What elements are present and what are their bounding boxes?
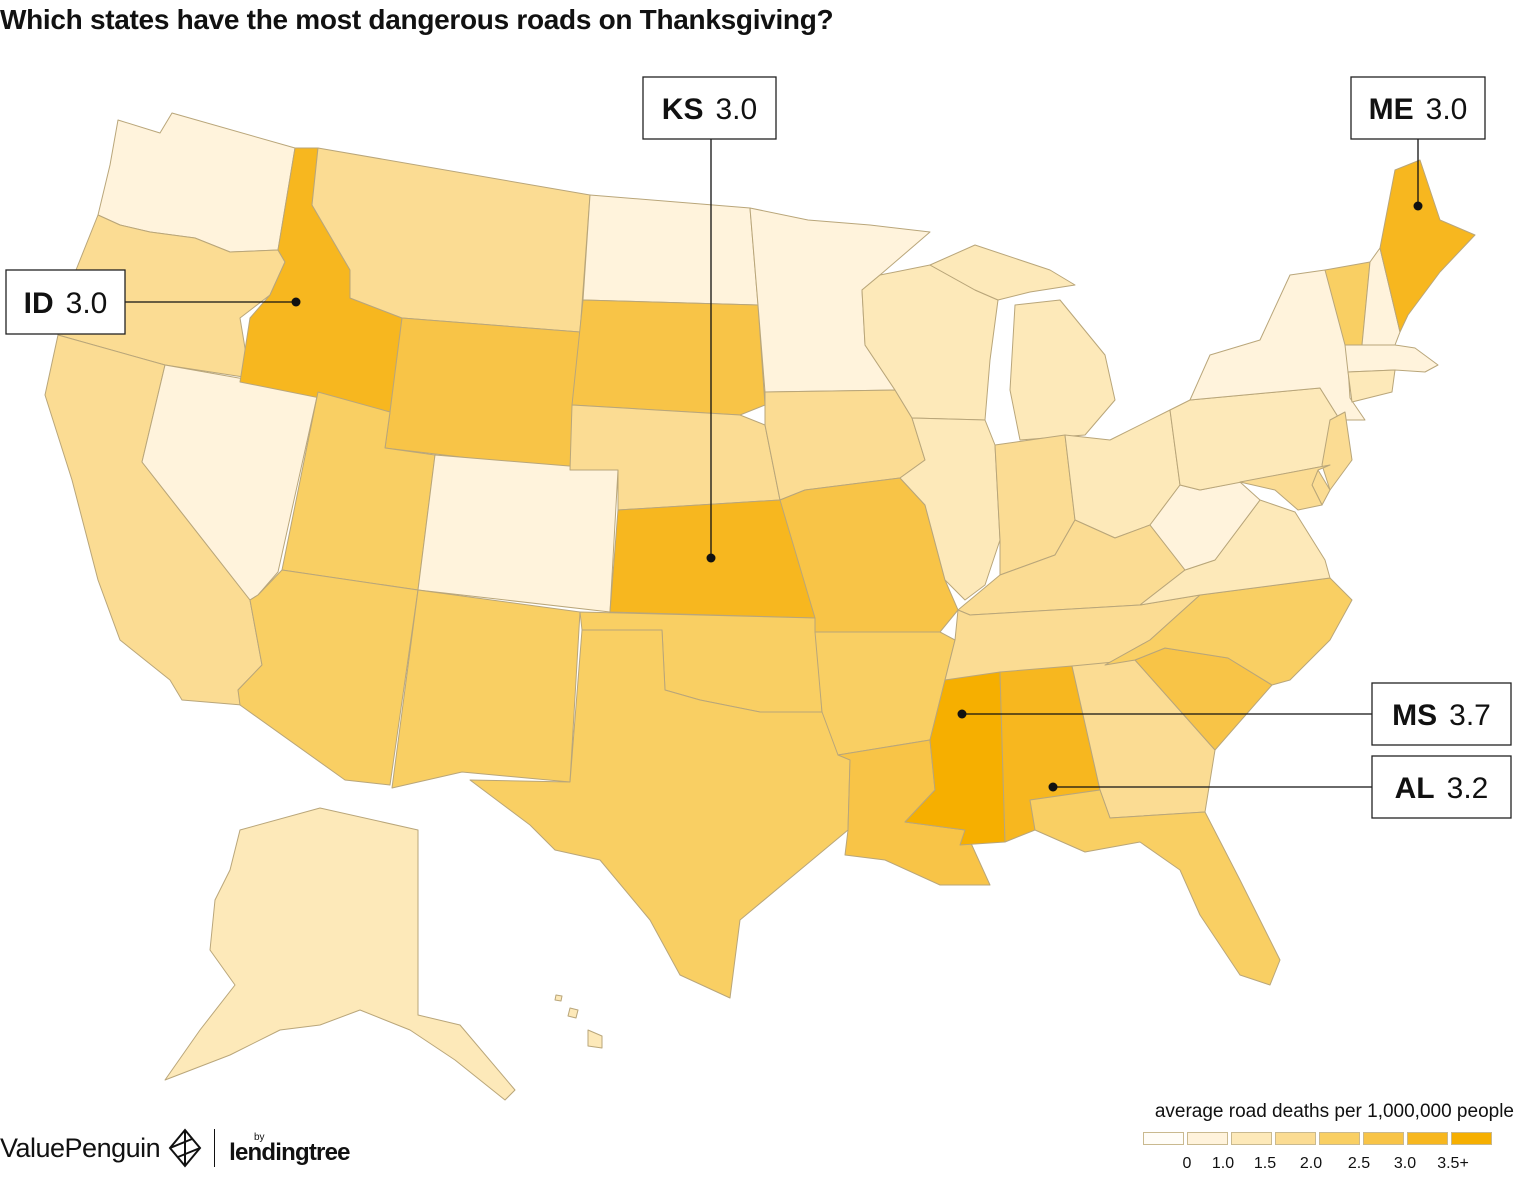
callout-label-me: ME 3.0 (1369, 93, 1468, 126)
state-ND (582, 194, 759, 306)
state-IL (899, 417, 1001, 601)
state-WY (384, 317, 581, 471)
callout-state-abbr: ID (24, 287, 54, 320)
legend-swatch-3 (1275, 1132, 1316, 1145)
state-CT (1347, 369, 1396, 403)
legend-swatch-2 (1231, 1132, 1272, 1145)
state-AZ (237, 569, 419, 786)
callout-state-abbr: KS (662, 93, 704, 126)
callout-layer: KS 3.0 ME 3.0 ID 3.0 MS 3.7 AL 3.2 (5, 76, 1512, 819)
brand-divider (214, 1129, 216, 1167)
callout-value: 3.0 (1426, 93, 1468, 126)
callout-label-ms: MS 3.7 (1392, 699, 1491, 732)
callout-box-id (5, 269, 126, 335)
callout-box-ks (642, 76, 777, 140)
legend-tick: 2.5 (1347, 1155, 1371, 1172)
legend-swatch-5 (1363, 1132, 1404, 1145)
state-NC (1104, 577, 1353, 686)
legend-swatch-4 (1319, 1132, 1360, 1145)
legend-tick: 3.5+ (1437, 1155, 1469, 1172)
callout-value: 3.0 (66, 287, 108, 320)
lendingtree-logo-text: lendingtree (229, 1139, 350, 1166)
legend-tick: 1.0 (1211, 1155, 1235, 1172)
callout-state-abbr: AL (1395, 772, 1435, 805)
state-NJ (1321, 411, 1353, 491)
callout-dot-id (291, 297, 301, 307)
legend-swatch-1 (1187, 1132, 1228, 1145)
legend-tick: 0 (1182, 1155, 1192, 1172)
brand-by-label: by (254, 1132, 265, 1143)
state-MD (1239, 464, 1331, 511)
legend-tick: 3.0 (1393, 1155, 1417, 1172)
state-AK (164, 807, 516, 1101)
brand-footer: ValuePenguin by lendingtree (0, 1128, 351, 1168)
legend-ticks: 0 1.0 1.5 2.0 2.5 3.0 3.5+ (1143, 1155, 1503, 1177)
callout-state-abbr: ME (1369, 93, 1414, 126)
callout-box-al (1371, 755, 1512, 819)
callout-dot-ks (706, 553, 716, 563)
legend-swatches (1143, 1132, 1492, 1145)
state-MO (779, 477, 959, 633)
state-TX (469, 629, 851, 999)
callout-label-id: ID 3.0 (24, 287, 108, 320)
callout-box-ms (1371, 682, 1512, 746)
map-title: Which states have the most dangerous roa… (0, 4, 834, 35)
callout-dot-al (1048, 782, 1058, 792)
state-HI (554, 994, 603, 1049)
callout-value: 3.2 (1447, 772, 1489, 805)
legend-title: average road deaths per 1,000,000 people (1154, 1101, 1514, 1122)
legend-swatch-0 (1143, 1132, 1184, 1145)
state-CO (417, 454, 619, 613)
callout-dot-ms (957, 709, 967, 719)
state-SD (571, 299, 766, 416)
callout-state-abbr: MS (1392, 699, 1437, 732)
callout-box-me (1350, 76, 1486, 140)
valuepenguin-logo-text: ValuePenguin (0, 1132, 161, 1163)
state-FL (1029, 789, 1281, 986)
state-NH (1361, 247, 1401, 346)
state-ME (1379, 159, 1476, 333)
legend-swatch-6 (1407, 1132, 1448, 1145)
callout-label-ks: KS 3.0 (662, 93, 757, 126)
callout-value: 3.0 (715, 93, 757, 126)
callout-label-al: AL 3.2 (1395, 772, 1489, 805)
callout-value: 3.7 (1449, 699, 1491, 732)
state-NM (391, 589, 581, 789)
legend-tick: 1.5 (1253, 1155, 1277, 1172)
state-MA (1344, 344, 1439, 373)
state-MI (929, 244, 1116, 441)
legend-tick: 2.0 (1299, 1155, 1323, 1172)
legend-swatch-7 (1451, 1132, 1492, 1145)
callout-dot-me (1413, 201, 1423, 211)
valuepenguin-mark-icon (168, 1128, 202, 1168)
